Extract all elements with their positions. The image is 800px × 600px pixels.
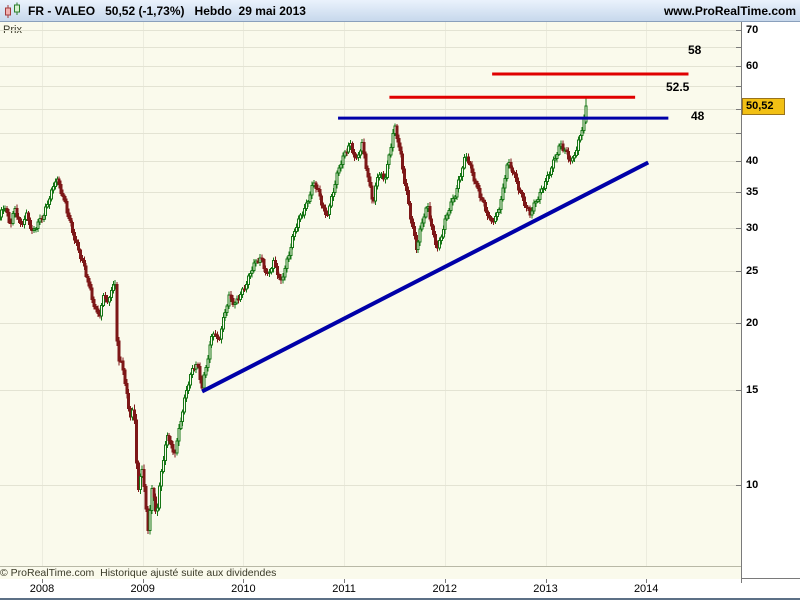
drawn-lines: [201, 72, 689, 394]
adjustment-note: Historique ajusté suite aux dividendes: [100, 567, 277, 579]
y-axis-label: 35: [746, 185, 759, 198]
x-axis-year-label: 2010: [231, 583, 256, 595]
year-gridlines: [42, 22, 647, 578]
price-gridlines: [0, 30, 741, 486]
date-label: 29 mai 2013: [238, 3, 306, 18]
y-axis-label: 60: [746, 60, 759, 73]
y-axis-label: 10: [746, 478, 759, 491]
y-axis-label: 40: [746, 154, 759, 167]
y-axis-label: 15: [746, 383, 759, 396]
support-trendline[interactable]: [201, 160, 650, 394]
price-level-label: 58: [688, 43, 702, 57]
axes: [0, 22, 800, 583]
chart-title-bar: FR - VALEO 50,52 (-1,73%) Hebdo 29 mai 2…: [0, 0, 800, 22]
copyright-bar: © ProRealTime.com Historique ajusté suit…: [0, 566, 741, 579]
last-price-marker: 50,52: [742, 98, 785, 116]
y-axis-label: 25: [746, 264, 759, 277]
copyright-text: © ProRealTime.com: [0, 567, 95, 579]
y-axis-label: 30: [746, 221, 759, 234]
x-axis-year-label: 2014: [633, 583, 659, 595]
instrument-title: FR - VALEO: [28, 3, 96, 18]
website-link[interactable]: www.ProRealTime.com: [663, 3, 796, 18]
x-axis-year-label: 2009: [130, 583, 155, 595]
y-axis-label: 20: [746, 316, 759, 329]
price-level-label: 48: [691, 109, 705, 123]
last-price-and-change: 50,52 (-1,73%): [105, 3, 185, 18]
timeframe-label: Hebdo: [194, 3, 232, 18]
candlestick-series: [0, 96, 588, 535]
candlestick-chart-icon: [5, 2, 20, 18]
x-axis-year-label: 2008: [29, 583, 55, 595]
price-level-label: 52.5: [666, 80, 690, 94]
y-axis-label: 70: [746, 24, 759, 36]
x-axis-year-label: 2011: [332, 583, 356, 595]
x-axis-year-label: 2012: [432, 583, 458, 595]
x-axis-year-label: 2013: [533, 583, 558, 595]
